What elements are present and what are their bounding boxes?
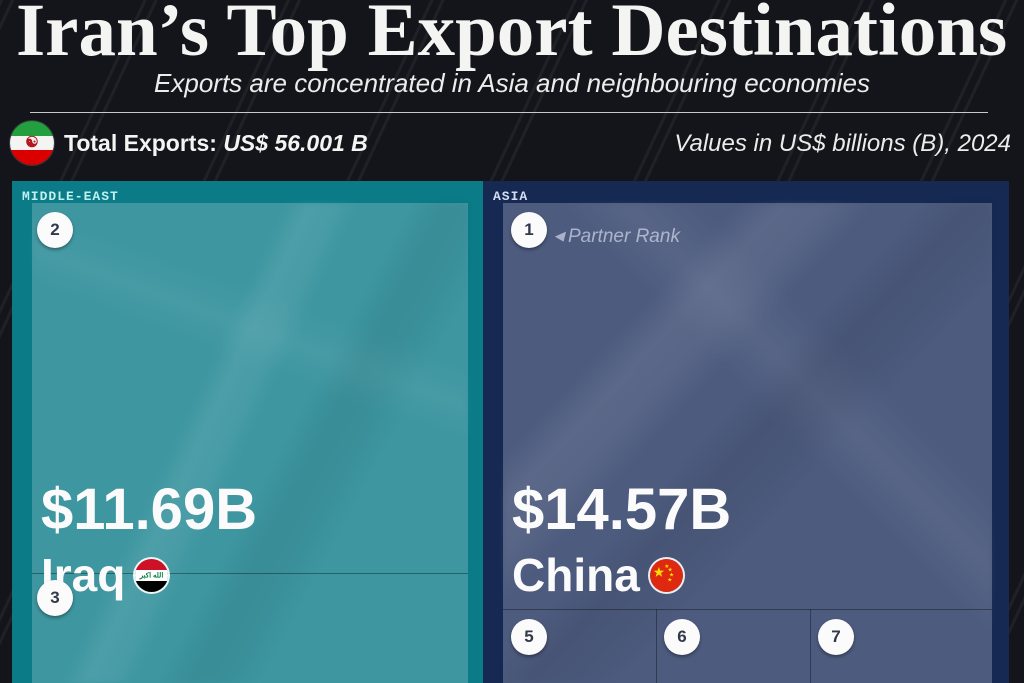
svg-text:الله اكبر: الله اكبر [139, 571, 164, 579]
